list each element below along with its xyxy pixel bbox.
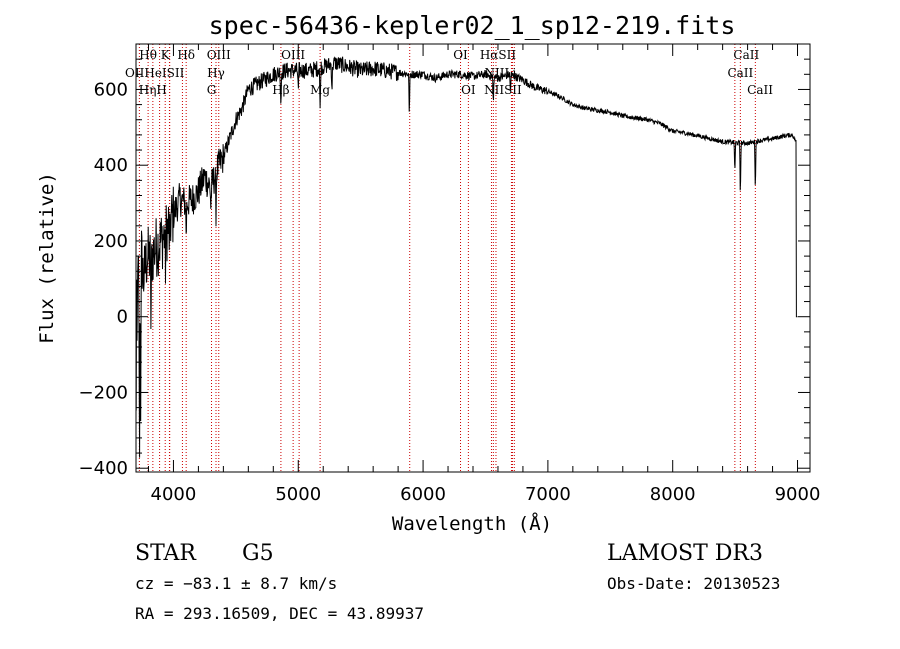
y-tick-label: 600 (94, 79, 128, 100)
x-tick-label: 9000 (775, 484, 821, 505)
y-tick-label: 400 (94, 155, 128, 176)
x-tick-label: 4000 (151, 484, 197, 505)
x-tick-label: 6000 (400, 484, 446, 505)
spectral-line-label: Hγ (207, 66, 225, 80)
spectral-line-label: HαSII (480, 48, 517, 62)
y-tick-label: 200 (94, 231, 128, 252)
spectral-line-label: OIII (207, 48, 231, 62)
spectral-line-markers (138, 44, 756, 472)
spectral-line-label: Hθ (139, 48, 157, 62)
survey-name: LAMOST DR3 (607, 541, 763, 566)
x-tick-label: 8000 (650, 484, 696, 505)
redshift-cz: cz = −83.1 ± 8.7 km/s (135, 574, 337, 593)
spectral-line-label: CaII (747, 83, 773, 97)
spectral-line-label: OI (461, 83, 476, 97)
spectral-line-label: OIII (281, 48, 305, 62)
spectral-line-label: OIIHeISII (125, 66, 185, 80)
y-tick-label: −400 (79, 458, 128, 479)
spectral-line-label: G (207, 83, 217, 97)
spectral-line-label: CaII (733, 48, 759, 62)
ra-dec: RA = 293.16509, DEC = 43.89937 (135, 604, 424, 623)
y-axis-label: Flux (relative) (36, 172, 58, 344)
spectral-line-label: NIISII (484, 83, 522, 97)
spectral-line-label: K (161, 48, 171, 62)
spectral-line-label: OI (453, 48, 468, 62)
chart-title: spec-56436-kepler02_1_sp12-219.fits (209, 11, 736, 40)
y-tick-label: −200 (79, 382, 128, 403)
x-tick-label: 7000 (525, 484, 571, 505)
object-class: STAR (135, 541, 197, 566)
spectral-line-label: CaII (727, 66, 753, 80)
spectrum-line (135, 56, 798, 458)
observation-date: Obs-Date: 20130523 (607, 574, 780, 593)
x-tick-label: 5000 (275, 484, 321, 505)
y-tick-label: 0 (117, 307, 128, 328)
x-axis-label: Wavelength (Å) (392, 512, 552, 535)
axis-ticks: 4000 5000 6000 7000 8000 9000 −400 −200 0 200 400 6… (79, 44, 821, 505)
spectral-line-label: HηH (139, 83, 167, 97)
spectral-line-label: Hδ (177, 48, 195, 62)
plot-frame (135, 43, 811, 473)
object-subclass: G5 (242, 541, 274, 566)
